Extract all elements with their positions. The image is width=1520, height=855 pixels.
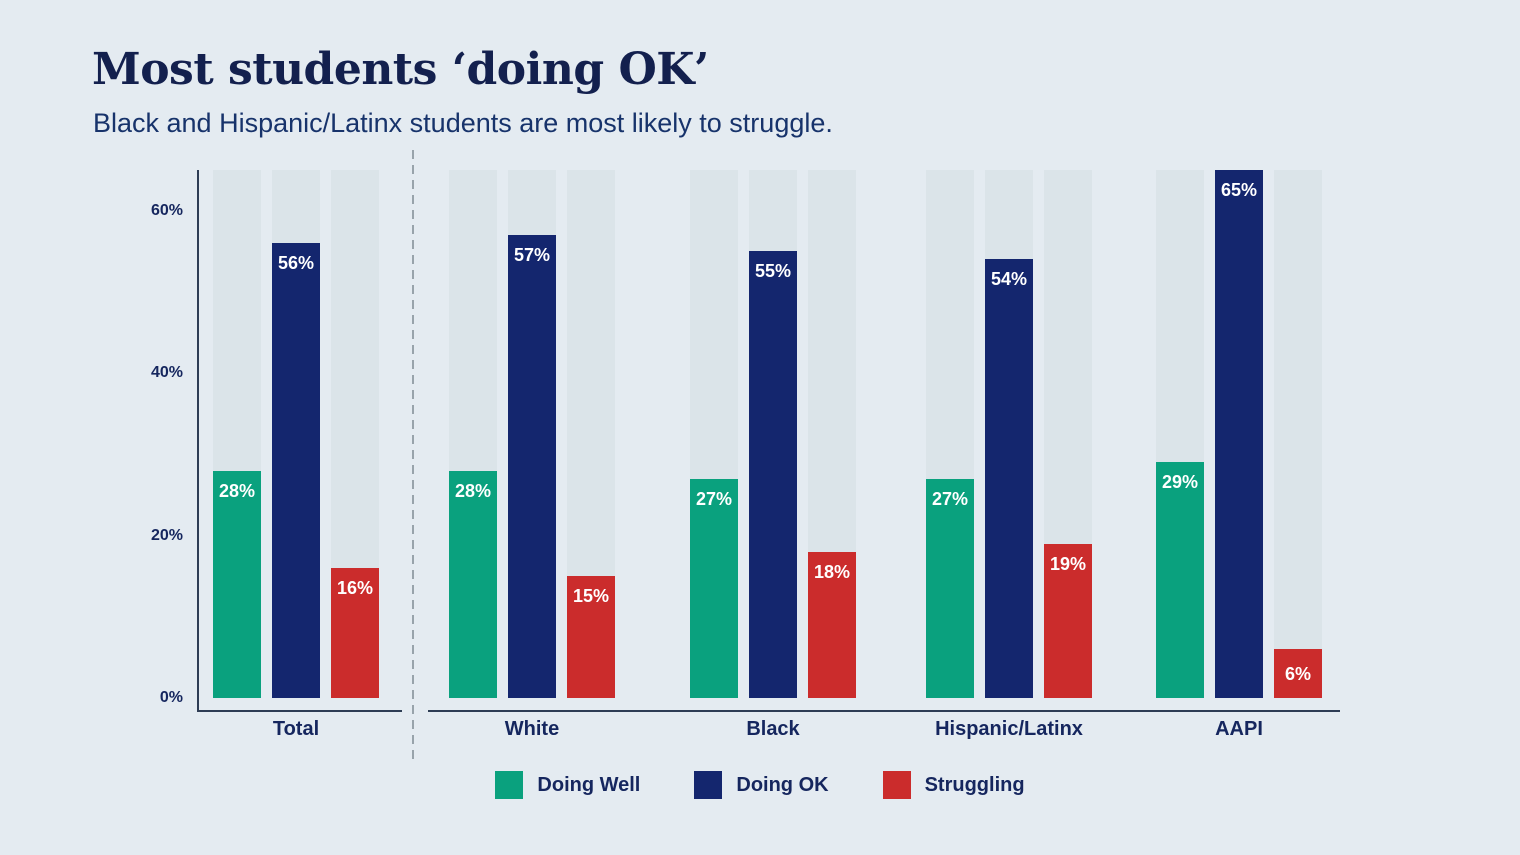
category-label: Hispanic/Latinx (935, 718, 1083, 740)
bar-value-label: 27% (931, 489, 969, 509)
bar-doing-well (926, 479, 974, 698)
bar-value-label: 16% (336, 578, 374, 598)
legend-label: Doing OK (736, 773, 829, 796)
bar-value-label: 19% (1049, 554, 1087, 574)
y-tick-label: 40% (150, 364, 183, 381)
x-baseline-groups (428, 710, 1340, 712)
bar-doing-well (690, 479, 738, 698)
bar-struggling (567, 576, 615, 698)
divider-dashed-line (412, 150, 414, 765)
legend-label: Struggling (924, 773, 1025, 796)
legend-item: Doing OK (694, 771, 829, 799)
bar-value-label: 55% (754, 261, 792, 281)
chart-subtitle: Black and Hispanic/Latinx students are m… (93, 108, 833, 138)
bar-value-label: 28% (218, 481, 256, 501)
legend-swatch-icon (495, 771, 524, 799)
bar-doing-ok (985, 259, 1033, 698)
y-tick-label: 20% (150, 527, 183, 544)
legend-label: Doing Well (537, 773, 641, 796)
bar-value-label: 28% (454, 481, 492, 501)
bar-doing-well (449, 471, 497, 698)
legend-item: Struggling (882, 771, 1025, 799)
x-baseline-total (197, 710, 402, 712)
bar-doing-ok (508, 235, 556, 698)
category-label: White (504, 718, 560, 740)
bar-doing-well (1156, 462, 1204, 698)
bar-doing-ok (1215, 170, 1263, 698)
bar-doing-well (213, 471, 261, 698)
y-axis-line (197, 170, 199, 712)
bar-value-label: 27% (695, 489, 733, 509)
legend-item: Doing Well (495, 771, 640, 799)
bar-track (1274, 170, 1322, 698)
bar-value-label: 15% (572, 586, 610, 606)
bar-struggling (331, 568, 379, 698)
chart-title: Most students ‘doing OK’ (92, 44, 709, 95)
category-label: AAPI (1215, 718, 1263, 740)
bar-struggling (1274, 649, 1322, 698)
bar-struggling (808, 552, 856, 698)
bar-value-label: 54% (990, 269, 1028, 289)
bar-value-label: 18% (813, 562, 851, 582)
bar-doing-ok (272, 243, 320, 698)
bar-value-label: 57% (513, 245, 551, 265)
y-tick-label: 60% (150, 202, 183, 219)
y-tick-label: 0% (159, 689, 183, 706)
category-label: Total (272, 718, 320, 740)
bar-value-label: 65% (1220, 180, 1258, 200)
bar-doing-ok (749, 251, 797, 698)
bar-struggling (1044, 544, 1092, 698)
category-label: Black (746, 718, 800, 740)
legend-swatch-icon (694, 771, 723, 799)
chart-legend: Doing Well Doing OK Struggling (0, 771, 1520, 799)
bar-value-label: 6% (1284, 664, 1311, 684)
bar-value-label: 29% (1161, 472, 1199, 492)
legend-swatch-icon (882, 771, 911, 799)
bar-value-label: 56% (277, 253, 315, 273)
